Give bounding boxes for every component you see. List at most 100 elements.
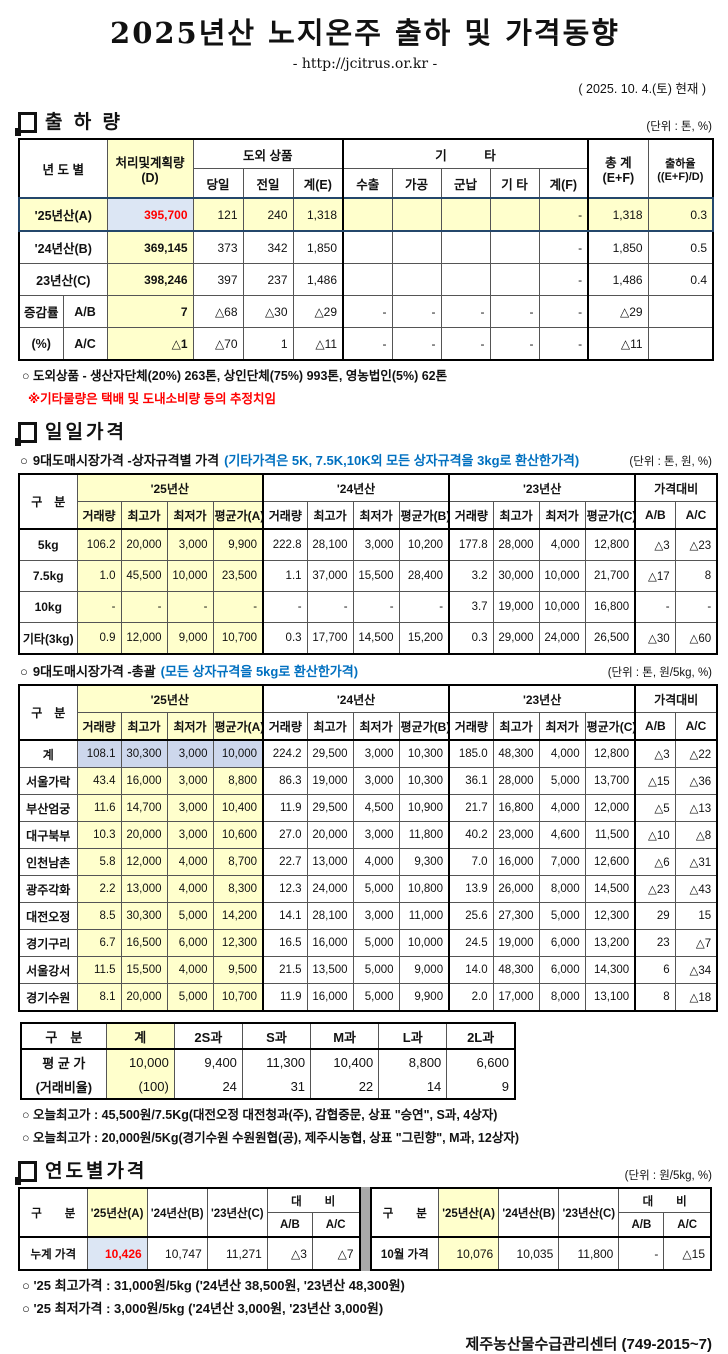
cell: 5,000 <box>538 767 586 795</box>
section-shipment-header: 출 하 량 (단위 : 톤, %) <box>15 107 712 136</box>
cell: 14.0 <box>448 956 494 984</box>
cell: 12,000 <box>584 794 636 822</box>
cell: 1 <box>242 327 294 361</box>
cell: 12,000 <box>120 622 168 655</box>
cell: △1 <box>106 327 194 361</box>
column-header-2023: '23년산(C) <box>558 1187 620 1238</box>
row-label: 광주각화 <box>18 875 78 903</box>
cell: 24 <box>173 1074 243 1100</box>
column-group-compare: 가격대비 <box>634 473 718 502</box>
cell: 9,400 <box>173 1048 243 1074</box>
cell: 16,800 <box>492 794 540 822</box>
cell: 17,000 <box>492 983 540 1012</box>
table-row: 기타(3kg) 0.9 12,000 9,000 10,700 0.3 17,700 14,5… <box>18 622 718 655</box>
cell <box>391 263 442 296</box>
row-label: 10월 가격 <box>369 1236 440 1271</box>
table-row: 인천남촌 5.8 12,000 4,000 8,700 22.7 13,000 4,000 9,… <box>18 848 718 876</box>
row-label: A/B <box>62 295 108 328</box>
circle-bullet-icon: ○ <box>20 453 28 468</box>
cell: 9,300 <box>398 848 450 876</box>
daily-subtitle-overall: ○ 9대도매시장가격 -총괄 (모든 상자규격을 5kg로 환산한가격) (단위… <box>20 661 712 680</box>
column-header: 평균가(B) <box>398 712 450 741</box>
column-header-2024: '24년산(B) <box>146 1187 208 1238</box>
cell: 4,000 <box>166 875 214 903</box>
cell: △23 <box>634 875 676 903</box>
cell: 12,000 <box>120 848 168 876</box>
column-group-2024: '24년산 <box>262 684 450 713</box>
cell: 0.5 <box>647 230 714 264</box>
row-label: 7.5kg <box>18 560 78 592</box>
cell: 3,000 <box>166 794 214 822</box>
column-header: 최고가 <box>492 712 540 741</box>
cell: 9 <box>446 1074 516 1100</box>
cell: - <box>262 591 308 623</box>
cell: 16,000 <box>306 983 354 1012</box>
cell: 13,100 <box>584 983 636 1012</box>
column-header: A/B <box>618 1212 665 1238</box>
cell: 4,000 <box>352 848 400 876</box>
cell: 8 <box>674 560 718 592</box>
column-header: 최고가 <box>492 501 540 530</box>
column-header: A/B <box>634 501 676 530</box>
cell <box>489 197 540 232</box>
cell: - <box>538 197 589 232</box>
section-square-icon <box>15 422 37 446</box>
section-title: 연도별가격 <box>45 1161 148 1182</box>
row-label: 경기구리 <box>18 929 78 957</box>
cell <box>647 295 714 328</box>
cell: △11 <box>587 327 649 361</box>
cell: 11,500 <box>584 821 636 849</box>
cell: 3,000 <box>352 767 400 795</box>
table-row: 누계 가격 10,426 10,747 11,271 △3 △7 <box>18 1236 361 1271</box>
cell: 177.8 <box>448 528 494 561</box>
cell: 11.9 <box>262 794 308 822</box>
cell: 5,000 <box>352 956 400 984</box>
cell: 27,300 <box>492 902 540 930</box>
cell: 11,300 <box>241 1048 312 1074</box>
cell: △34 <box>674 956 718 984</box>
cell: 12,800 <box>584 739 636 768</box>
cell: 5.8 <box>76 848 122 876</box>
cell: △31 <box>674 848 718 876</box>
cell: 16,800 <box>584 591 636 623</box>
table-row: 증감률 A/B 7 △68 △30 △29- - - - - △29 <box>18 295 714 328</box>
cell: 28,100 <box>306 528 354 561</box>
cell: 30,000 <box>492 560 540 592</box>
cell: 5,000 <box>352 929 400 957</box>
cell: 3,000 <box>166 767 214 795</box>
size-summary-table: 구 분 계 2S과 S과 M과 L과 2L과 평 균 가 10,000 9,400 1… <box>20 1022 516 1100</box>
cell: △30 <box>634 622 676 655</box>
cell: 240 <box>242 197 294 232</box>
cell: 6,600 <box>446 1048 516 1074</box>
cell: 4,000 <box>166 956 214 984</box>
column-header: 거래량 <box>448 712 494 741</box>
cell: 22 <box>310 1074 380 1100</box>
unit-label: (단위 : 원/5kg, %) <box>624 1170 712 1182</box>
cell: 4,000 <box>166 848 214 876</box>
column-group-compare: 가격대비 <box>634 684 718 713</box>
table-row: 5kg 106.2 20,000 3,000 9,900 222.8 28,100 3,000… <box>18 528 718 561</box>
cell: - <box>538 263 589 296</box>
table-row: 서울가락 43.4 16,000 3,000 8,800 86.3 19,000 3,000 1… <box>18 767 718 795</box>
cell: 10,000 <box>105 1048 175 1074</box>
column-header-2025: '25년산(A) <box>86 1187 148 1238</box>
cell: - <box>342 295 393 328</box>
cell: 8.1 <box>76 983 122 1012</box>
cell: 24.5 <box>448 929 494 957</box>
row-label: '25년산(A) <box>17 197 108 232</box>
cell: 1.1 <box>262 560 308 592</box>
cell: 25.6 <box>448 902 494 930</box>
cell: 10,300 <box>398 739 450 768</box>
cell: 12.3 <box>262 875 308 903</box>
column-header: 수출 <box>342 168 393 199</box>
cell <box>440 197 491 232</box>
table-row: 10월 가격 10,076 10,035 11,800- △15 <box>369 1236 712 1271</box>
cell: - <box>352 591 400 623</box>
column-header: A/C <box>663 1212 712 1238</box>
cell: 10,200 <box>398 528 450 561</box>
table-row: '24년산(B) 369,145 373 342 1,850-1,850 0.5 <box>18 230 714 264</box>
cell: 28,100 <box>306 902 354 930</box>
cell: 48,300 <box>492 739 540 768</box>
cell: 5,000 <box>352 983 400 1012</box>
yearly-october-table: 구 분 '25년산(A) '24년산(B) '23년산(C) 대 비 A/B A… <box>369 1187 712 1271</box>
